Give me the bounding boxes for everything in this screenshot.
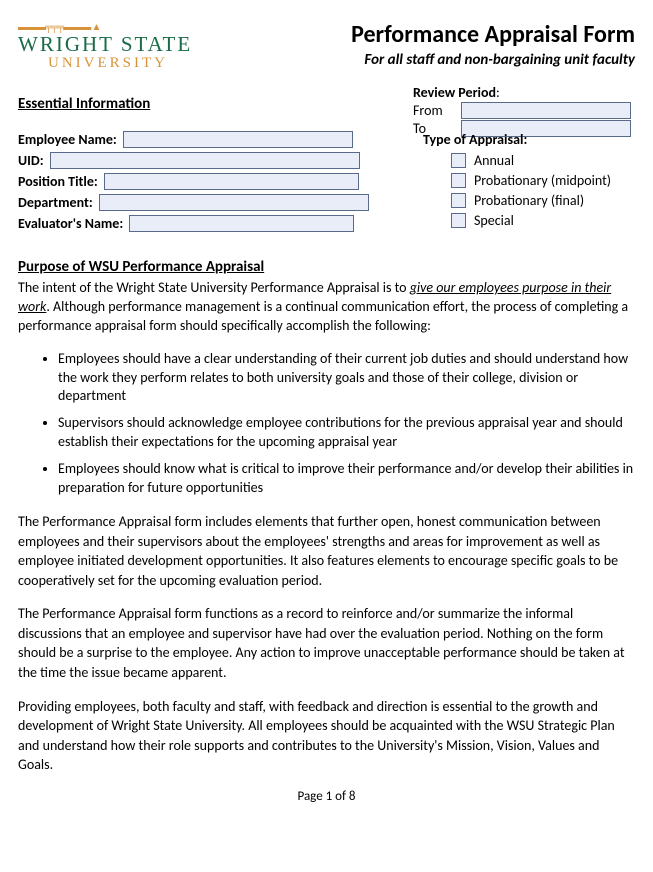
logo: ▬▬▬╤╤╤▬▬▬ ▲ WRIGHT STATE UNIVERSITY (18, 18, 198, 76)
purpose-para-1: The Performance Appraisal form includes … (18, 512, 635, 590)
bullet-1: Employees should have a clear understand… (58, 350, 635, 407)
probationary-final-label: Probationary (final) (474, 192, 584, 209)
purpose-heading: Purpose of WSU Performance Appraisal (18, 258, 635, 276)
page-title: Performance Appraisal Form (351, 20, 635, 49)
logo-line2: UNIVERSITY (18, 55, 198, 72)
probationary-midpoint-label: Probationary (midpoint) (474, 172, 611, 189)
annual-checkbox[interactable] (451, 153, 466, 168)
review-period-label: Review Period (413, 84, 496, 101)
logo-plane-icon: ▬▬▬╤╤╤▬▬▬ ▲ (18, 22, 198, 32)
employee-name-label: Employee Name: (18, 131, 117, 148)
bullet-3: Employees should know what is critical t… (58, 460, 635, 498)
department-input[interactable] (99, 194, 369, 211)
from-input[interactable] (461, 102, 631, 119)
probationary-final-checkbox[interactable] (451, 193, 466, 208)
purpose-intro: The intent of the Wright State Universit… (18, 279, 635, 336)
page-footer: Page 1 of 8 (18, 789, 635, 804)
title-block: Performance Appraisal Form For all staff… (351, 18, 635, 69)
evaluator-name-input[interactable] (129, 215, 354, 232)
appraisal-type-block: Type of Appraisal: Annual Probationary (… (423, 131, 635, 232)
logo-line1: WRIGHT STATE (18, 32, 198, 57)
position-title-label: Position Title: (18, 173, 98, 190)
department-label: Department: (18, 194, 93, 211)
position-title-input[interactable] (104, 173, 359, 190)
evaluator-name-label: Evaluator's Name: (18, 215, 123, 232)
purpose-bullets: Employees should have a clear understand… (36, 350, 635, 498)
special-checkbox[interactable] (451, 213, 466, 228)
employee-fields: Employee Name: UID: Position Title: Depa… (18, 131, 383, 236)
uid-label: UID: (18, 152, 44, 169)
from-label: From (413, 102, 453, 119)
purpose-para-3: Providing employees, both faculty and st… (18, 697, 635, 775)
uid-input[interactable] (50, 152, 360, 169)
review-period-block: Review Period: From To (413, 84, 635, 137)
special-label: Special (474, 212, 514, 229)
employee-name-input[interactable] (123, 131, 353, 148)
bullet-2: Supervisors should acknowledge employee … (58, 414, 635, 452)
form-columns: Employee Name: UID: Position Title: Depa… (18, 131, 635, 236)
probationary-midpoint-checkbox[interactable] (451, 173, 466, 188)
page-subtitle: For all staff and non-bargaining unit fa… (351, 51, 635, 69)
appraisal-type-label: Type of Appraisal (423, 131, 523, 148)
header-row: ▬▬▬╤╤╤▬▬▬ ▲ WRIGHT STATE UNIVERSITY Perf… (18, 18, 635, 76)
purpose-para-2: The Performance Appraisal form functions… (18, 604, 635, 682)
annual-label: Annual (474, 152, 514, 169)
